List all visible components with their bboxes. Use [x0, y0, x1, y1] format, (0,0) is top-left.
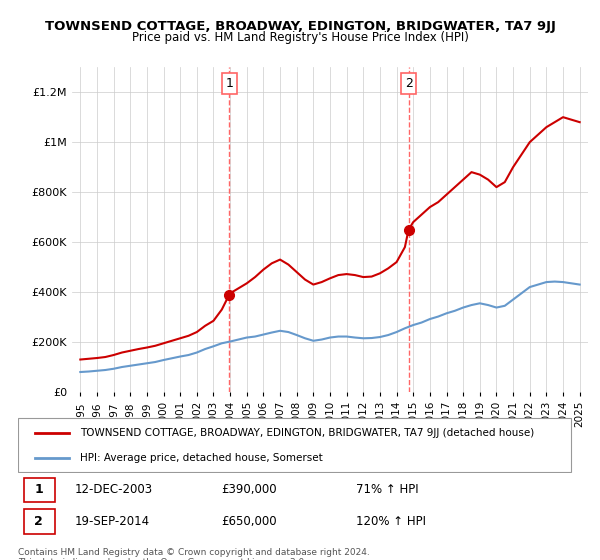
- Text: 71% ↑ HPI: 71% ↑ HPI: [356, 483, 419, 497]
- Text: HPI: Average price, detached house, Somerset: HPI: Average price, detached house, Some…: [80, 452, 323, 463]
- FancyBboxPatch shape: [18, 418, 571, 472]
- Text: 19-SEP-2014: 19-SEP-2014: [74, 515, 149, 528]
- Text: 1: 1: [226, 77, 233, 90]
- FancyBboxPatch shape: [23, 478, 55, 502]
- Text: Price paid vs. HM Land Registry's House Price Index (HPI): Price paid vs. HM Land Registry's House …: [131, 31, 469, 44]
- Text: £650,000: £650,000: [221, 515, 277, 528]
- Text: 12-DEC-2003: 12-DEC-2003: [74, 483, 152, 497]
- Text: TOWNSEND COTTAGE, BROADWAY, EDINGTON, BRIDGWATER, TA7 9JJ: TOWNSEND COTTAGE, BROADWAY, EDINGTON, BR…: [44, 20, 556, 32]
- Text: Contains HM Land Registry data © Crown copyright and database right 2024.
This d: Contains HM Land Registry data © Crown c…: [18, 548, 370, 560]
- Text: 2: 2: [404, 77, 413, 90]
- Text: 1: 1: [34, 483, 43, 497]
- FancyBboxPatch shape: [23, 509, 55, 534]
- Text: TOWNSEND COTTAGE, BROADWAY, EDINGTON, BRIDGWATER, TA7 9JJ (detached house): TOWNSEND COTTAGE, BROADWAY, EDINGTON, BR…: [80, 428, 534, 438]
- Text: 2: 2: [34, 515, 43, 528]
- Text: 120% ↑ HPI: 120% ↑ HPI: [356, 515, 427, 528]
- Text: £390,000: £390,000: [221, 483, 277, 497]
